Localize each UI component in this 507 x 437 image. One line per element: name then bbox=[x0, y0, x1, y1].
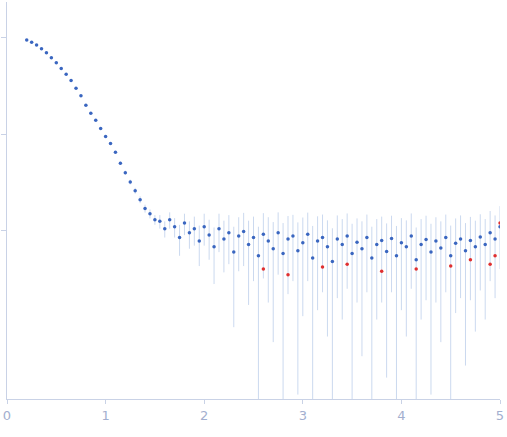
svg-text:4: 4 bbox=[397, 408, 405, 423]
svg-text:1: 1 bbox=[101, 408, 109, 423]
svg-text:3: 3 bbox=[299, 408, 307, 423]
svg-text:0: 0 bbox=[3, 408, 11, 423]
svg-text:2: 2 bbox=[200, 408, 208, 423]
svg-text:5: 5 bbox=[496, 408, 504, 423]
